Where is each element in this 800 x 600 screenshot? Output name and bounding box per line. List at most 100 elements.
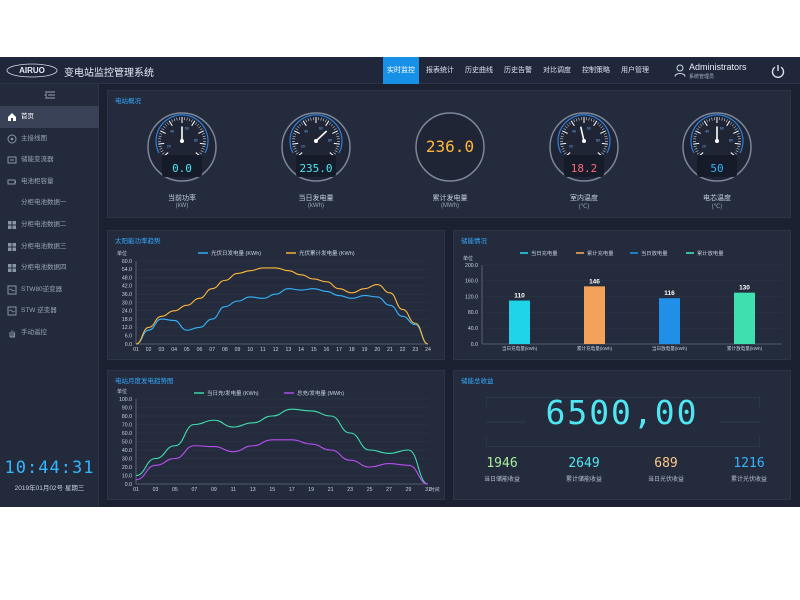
panel-title: 电站概况 (115, 98, 141, 105)
x-tick-label: 20 (374, 347, 380, 353)
nav-item-3[interactable]: 历史告警 (504, 67, 532, 74)
revenue-frame (486, 397, 760, 447)
sidebar-item-label: 主接线图 (21, 134, 47, 142)
bar-value-label: 110 (514, 293, 525, 300)
gauge-dial: 20 40 60 80 (682, 112, 752, 182)
y-tick-label: 80.0 (468, 310, 478, 316)
x-tick-label: 累计放电量(kWh) (727, 345, 763, 352)
y-tick-label: 10.0 (122, 473, 132, 479)
bar-2 (659, 298, 680, 344)
legend-label-0: 当日充电量 (531, 249, 558, 257)
sidebar-item-10[interactable]: 手动遥控 (0, 322, 99, 344)
legend-label-1: 总充/发电量 (MWh) (297, 389, 344, 397)
gauge-value: 235.0 (299, 162, 333, 175)
sidebar-item-label: 手动遥控 (21, 328, 47, 336)
sidebar-item-3[interactable]: 电池柜容量 (0, 171, 99, 193)
x-tick-label: 27 (386, 487, 392, 493)
x-tick-label: 07 (192, 487, 198, 493)
sidebar-item-2[interactable]: 储能变流器 (0, 149, 99, 171)
collapse-menu-icon[interactable] (44, 90, 56, 100)
svg-text:20: 20 (569, 144, 573, 148)
x-tick-label: 13 (250, 487, 256, 493)
x-tick-label: 15 (311, 347, 317, 353)
svg-text:60: 60 (319, 126, 323, 130)
y-tick-label: 18.0 (122, 317, 132, 323)
x-tick-label: 07 (209, 347, 215, 353)
x-axis-label: 时间 (430, 486, 440, 493)
top-nav: 实时监控 报表统计 历史曲线 历史告警 对比调度 控制策略 用户管理 (383, 57, 656, 84)
sidebar-item-6[interactable]: 分柜电池数据三 (0, 236, 99, 258)
sidebar-item-label: 分柜电池数据一 (21, 199, 67, 207)
svg-text:40: 40 (170, 130, 174, 134)
y-tick-label: 0.0 (125, 482, 132, 488)
user-menu[interactable]: Administrators 系统管理员 (672, 61, 782, 81)
series-line-1 (135, 439, 429, 485)
gauge-unit: (℃) (711, 204, 723, 210)
nav-item-4[interactable]: 对比调度 (543, 67, 571, 74)
sidebar-item-7[interactable]: 分柜电池数据四 (0, 257, 99, 279)
gauge-label: 当前功率 (168, 195, 196, 202)
power-icon[interactable] (770, 63, 786, 79)
gauge-0: 20 40 60 80 0.0 当前功率 (kW) (146, 111, 218, 209)
revenue-panel: 储能总收益 6500,00 1946 当日储能收益 2649 累计储能收益 689 当日光… (453, 370, 791, 500)
panel-title: 太阳能功率趋势 (115, 238, 161, 245)
svg-text:40: 40 (304, 130, 308, 134)
y-tick-label: 200.0 (465, 263, 478, 269)
x-tick-label: 01 (133, 347, 139, 353)
sidebar-item-label: STW 逆变器 (21, 307, 57, 315)
sidebar-item-0[interactable]: 首页 (0, 106, 99, 128)
svg-text:80: 80 (328, 138, 332, 142)
y-tick-label: 120.0 (465, 294, 478, 300)
stat-label: 当日光伏收益 (647, 477, 684, 483)
nav-item-1[interactable]: 报表统计 (426, 67, 454, 74)
y-tick-label: 0.0 (125, 342, 132, 348)
date-display: 2019年01月02号 星期三 (14, 485, 85, 492)
sidebar-menu: 首页主接线图储能变流器 电池柜容量分柜电池数据一 分柜电池数据二 分柜电池数据三分柜电… (0, 106, 99, 344)
bar-value-label: 146 (589, 278, 600, 285)
y-unit-label: 单位 (117, 250, 127, 257)
stat-label: 累计光伏收益 (730, 477, 767, 483)
svg-text:60: 60 (587, 126, 591, 130)
x-tick-label: 04 (171, 347, 177, 353)
nav-item-2[interactable]: 历史曲线 (465, 67, 493, 74)
x-tick-label: 09 (235, 347, 241, 353)
sidebar-item-5[interactable]: 分柜电池数据二 (0, 214, 99, 236)
nav-item-0[interactable]: 实时监控 (383, 57, 419, 84)
bar-1 (584, 286, 605, 344)
y-tick-label: 24.0 (122, 309, 132, 315)
system-title: 变电站监控管理系统 (64, 68, 154, 79)
x-tick-label: 13 (285, 347, 291, 353)
sidebar-item-label: 分柜电池数据二 (21, 220, 67, 228)
gauge-value: 0.0 (172, 162, 192, 175)
sidebar-item-9[interactable]: STW 逆变器 (0, 300, 99, 322)
clock: 10:44:31 (4, 458, 95, 478)
gauge-label: 室内温度 (570, 195, 598, 202)
x-tick-label: 累计充电量(kWh) (577, 345, 613, 352)
gauge-unit: (kW) (175, 203, 189, 209)
x-tick-label: 11 (260, 347, 265, 353)
battery-icon (7, 179, 16, 185)
y-tick-label: 48.0 (122, 275, 132, 281)
sidebar-item-label: 首页 (21, 113, 34, 120)
sidebar-item-label: 分柜电池数据三 (21, 242, 67, 250)
solar-trend-chart: 光伏日发电量 (KWh) 光伏累计发电量 (KWh) 单位 0.0 6.0 12.0 18.… (117, 249, 431, 353)
y-tick-label: 70.0 (122, 422, 132, 428)
grid-icon (8, 264, 16, 273)
legend-label-0: 当日充/发电量 (KWh) (207, 389, 259, 397)
gauge-label: 电芯温度 (703, 195, 731, 202)
revenue-stat-3: 1216 累计光伏收益 (709, 456, 789, 483)
total-revenue: 6500,00 (545, 393, 699, 432)
nav-item-5[interactable]: 控制策略 (582, 67, 610, 74)
legend-label-1: 光伏累计发电量 (KWh) (299, 249, 355, 257)
x-tick-label: 10 (247, 347, 253, 353)
sidebar-item-4[interactable]: 分柜电池数据一 (0, 192, 99, 214)
x-tick-label: 31 (425, 487, 431, 493)
sidebar-item-8[interactable]: STW80逆变器 (0, 279, 99, 301)
y-tick-label: 80.0 (122, 414, 132, 420)
sidebar-item-1[interactable]: 主接线图 (0, 128, 99, 150)
x-tick-label: 09 (211, 487, 217, 493)
nav-item-6[interactable]: 用户管理 (621, 67, 649, 74)
y-tick-label: 12.0 (122, 325, 132, 331)
top-header: AIRUO 变电站监控管理系统 实时监控 报表统计 历史曲线 历史告警 对比调度 控制策略… (0, 57, 800, 84)
x-tick-label: 21 (328, 487, 334, 493)
